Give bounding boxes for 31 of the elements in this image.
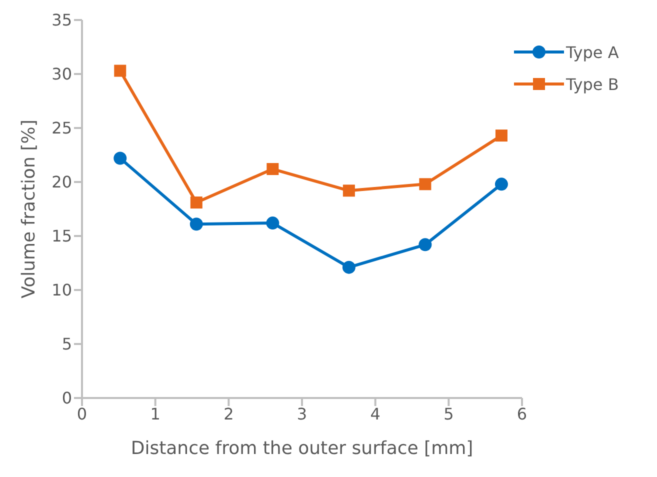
point <box>342 184 355 197</box>
point <box>190 218 203 231</box>
point <box>114 64 126 77</box>
point <box>190 196 202 209</box>
y-tick-label: 15 <box>52 226 72 246</box>
x-tick-label: 2 <box>224 404 234 424</box>
point <box>114 152 127 165</box>
point <box>266 216 280 230</box>
x-tick-label: 4 <box>370 404 380 424</box>
y-tick-label: 0 <box>62 388 72 408</box>
x-axis-title: Distance from the outer surface [mm] <box>130 438 474 459</box>
y-axis-title: Volume fraction [%] <box>18 120 40 298</box>
x-tick-label: 0 <box>76 404 88 424</box>
x-tick-label: 6 <box>516 404 528 424</box>
y-tick-label: 30 <box>52 64 72 84</box>
point <box>418 238 432 252</box>
y-tick-label: 5 <box>62 334 72 354</box>
point <box>495 130 508 142</box>
legend-label: Type B <box>566 74 619 94</box>
y-tick-label: 25 <box>52 118 72 138</box>
y-tick-label: 10 <box>52 280 72 300</box>
y-tick-label: 35 <box>52 10 72 30</box>
y-tick-label: 20 <box>52 172 72 192</box>
x-tick-label: 5 <box>444 404 454 424</box>
point <box>494 178 508 191</box>
point <box>419 178 432 190</box>
point <box>266 163 279 176</box>
point <box>342 260 356 274</box>
legend-label: Type A <box>566 42 619 62</box>
x-tick-label: 1 <box>150 404 160 424</box>
x-tick-label: 3 <box>296 404 308 424</box>
